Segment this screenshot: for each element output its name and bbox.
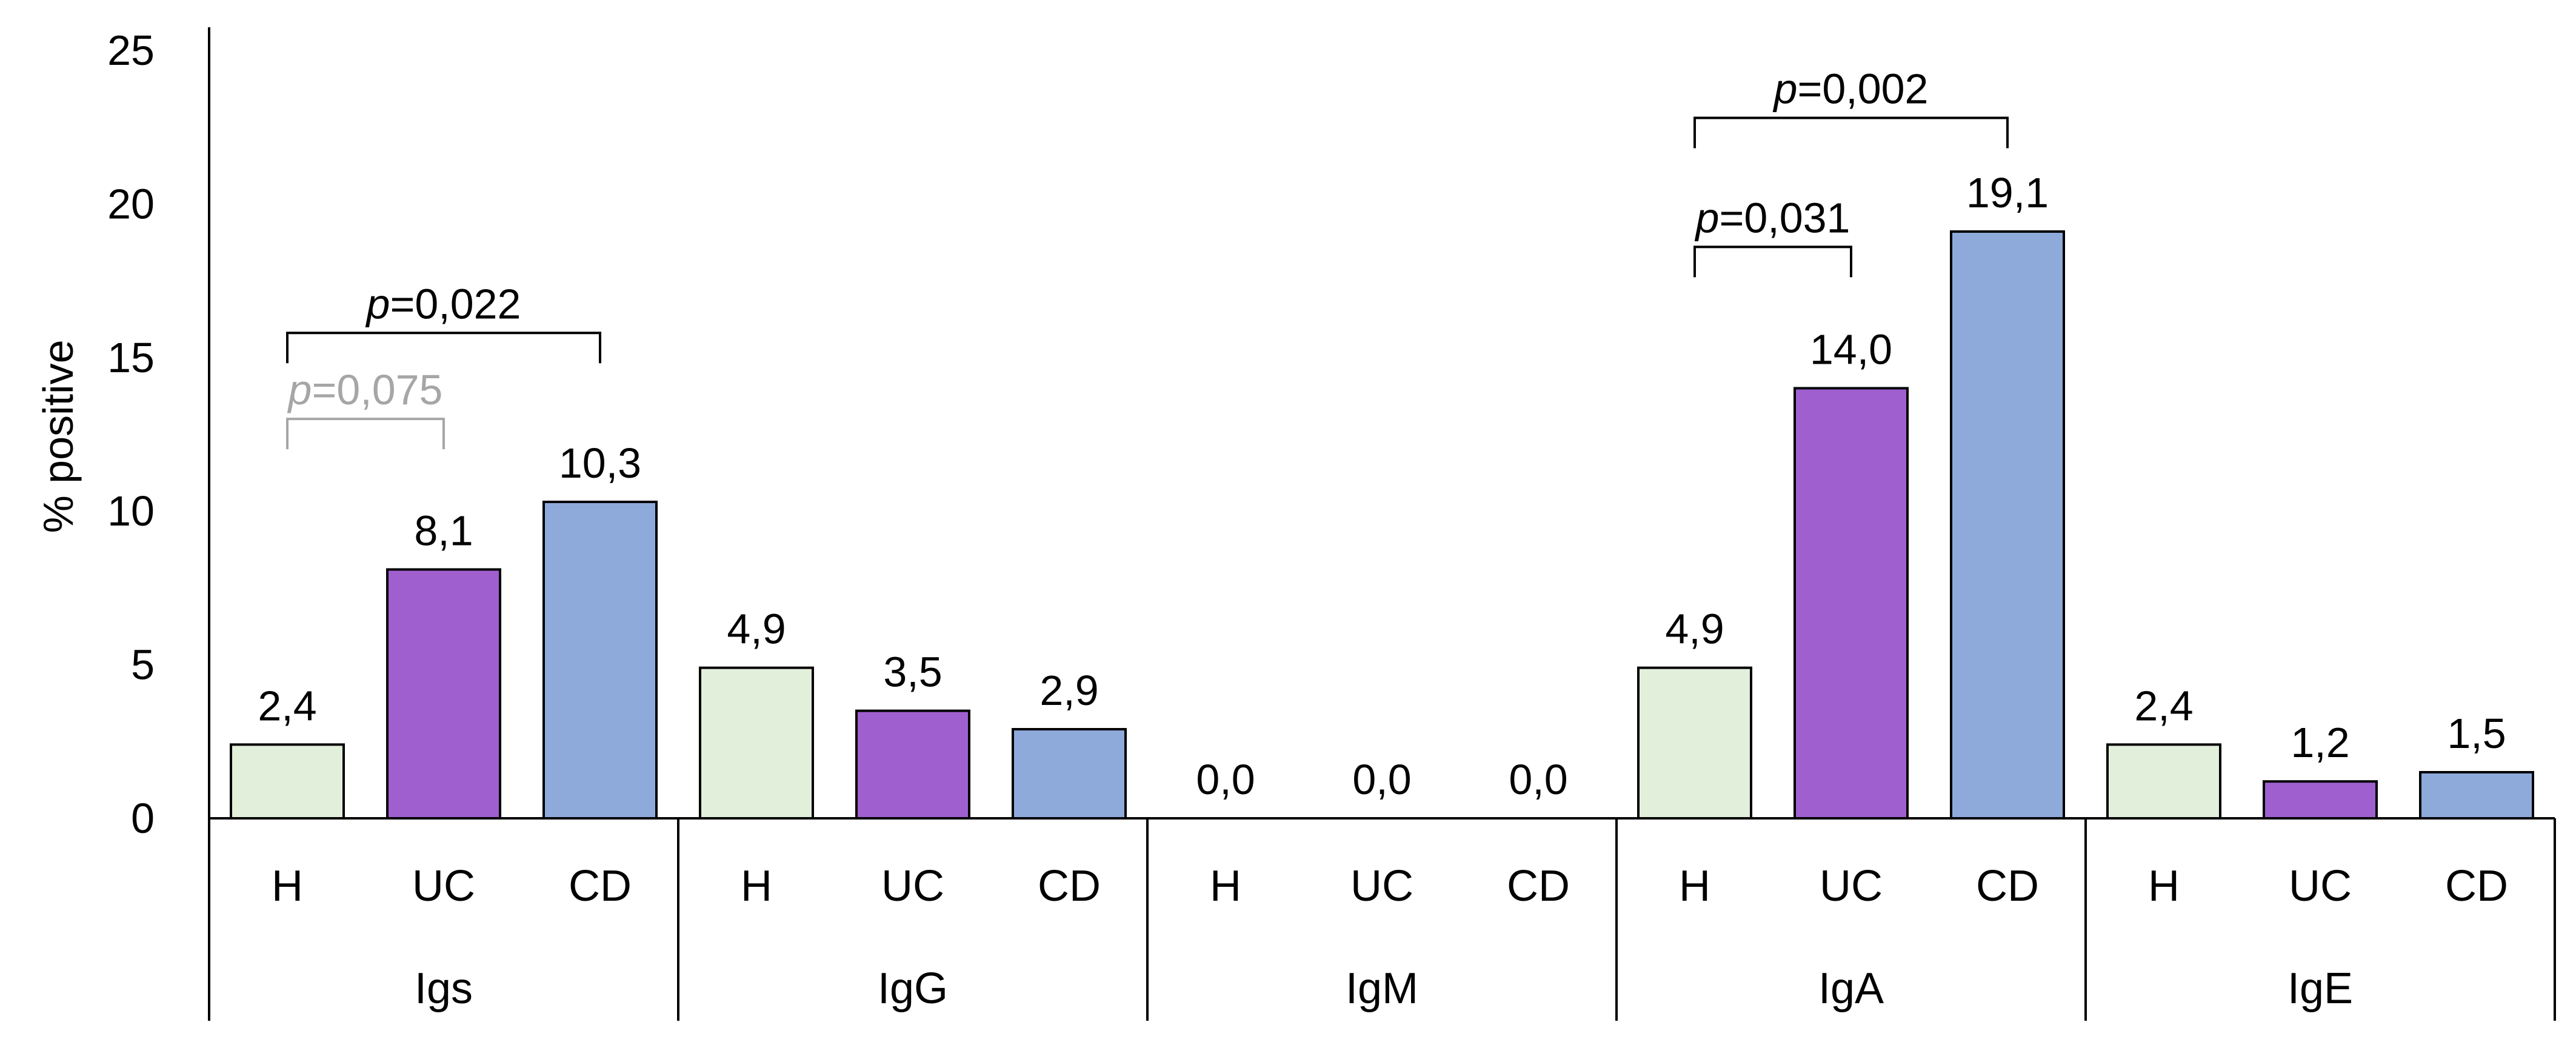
x-categories: H UC CD Igs H UC CD IgG H UC CD IgM H UC CD IgA H UC CD IgE [272,862,2508,1013]
p-value-label: p=0,075 [287,366,443,413]
data-label: 14,0 [1810,326,1892,373]
bar-igg-uc [856,711,969,818]
group-label: IgE [2287,964,2353,1013]
data-label: 1,2 [2291,719,2349,766]
x-tick-label: H [1210,862,1241,910]
y-tick-label: 25 [107,27,155,74]
x-tick-label: H [1679,862,1710,910]
y-tick-label: 10 [107,487,155,535]
p-value: =0,075 [312,366,442,413]
data-label: 1,5 [2447,710,2506,757]
x-tick-label: UC [2289,862,2352,910]
bars [231,232,2533,818]
bar-igs-cd [544,502,656,818]
data-label: 4,9 [727,606,786,653]
bar-igg-cd [1013,729,1126,818]
y-tick-label: 20 [107,180,155,227]
x-tick-label: CD [569,862,632,910]
y-tick-label: 5 [131,641,155,689]
x-tick-label: UC [881,862,944,910]
x-tick-label: UC [1820,862,1883,910]
y-axis-label: % positive [35,339,82,533]
group-label: Igs [415,964,473,1013]
significance-bracket [1695,247,1851,277]
bar-igs-uc [387,569,500,818]
x-tick-label: CD [2445,862,2508,910]
data-label: 3,5 [883,649,942,696]
x-tick-label: H [2148,862,2180,910]
p-value: =0,022 [390,280,521,327]
bar-ige-h [2107,744,2220,818]
p-symbol: p [365,280,390,327]
bar-iga-h [1638,668,1751,818]
p-value-label: p=0,022 [365,280,521,327]
data-label: 0,0 [1196,756,1255,803]
data-label: 2,9 [1039,667,1098,714]
p-symbol: p [1773,65,1798,112]
p-symbol: p [1695,194,1720,241]
data-label: 10,3 [559,439,641,487]
p-value-label: p=0,002 [1773,65,1929,112]
p-symbol: p [287,366,312,413]
chart: % positive 0 5 10 15 20 25 2,4 8,1 10,3 4,9 3,5 2,… [0,0,2576,1045]
y-tick-label: 0 [131,795,155,842]
data-label: 4,9 [1665,606,1724,653]
significance-bracket [1695,118,2007,148]
p-value: =0,031 [1719,194,1850,241]
x-tick-label: CD [1976,862,2039,910]
data-label: 2,4 [2134,682,2193,729]
data-label: 0,0 [1352,756,1411,803]
bar-ige-uc [2264,781,2377,818]
y-tick-label: 15 [107,334,155,381]
x-tick-label: UC [412,862,475,910]
bar-iga-uc [1795,388,1907,818]
bar-igg-h [700,668,813,818]
x-tick-label: CD [1507,862,1570,910]
data-label: 19,1 [1966,169,2049,216]
data-label: 2,4 [258,682,316,729]
x-tick-label: H [741,862,772,910]
p-value-label: p=0,031 [1695,194,1850,241]
bar-ige-cd [2420,772,2533,818]
significance-bracket [287,333,600,363]
group-label: IgA [1818,964,1884,1013]
x-tick-label: UC [1350,862,1413,910]
p-value: =0,002 [1797,65,1928,112]
bar-igs-h [231,744,344,818]
data-label: 8,1 [414,507,473,554]
data-label: 0,0 [1509,756,1567,803]
group-label: IgM [1346,964,1418,1013]
significance-bracket [287,419,444,449]
x-tick-label: H [272,862,303,910]
x-tick-label: CD [1038,862,1101,910]
bar-iga-cd [1951,232,2064,818]
group-label: IgG [878,964,948,1013]
